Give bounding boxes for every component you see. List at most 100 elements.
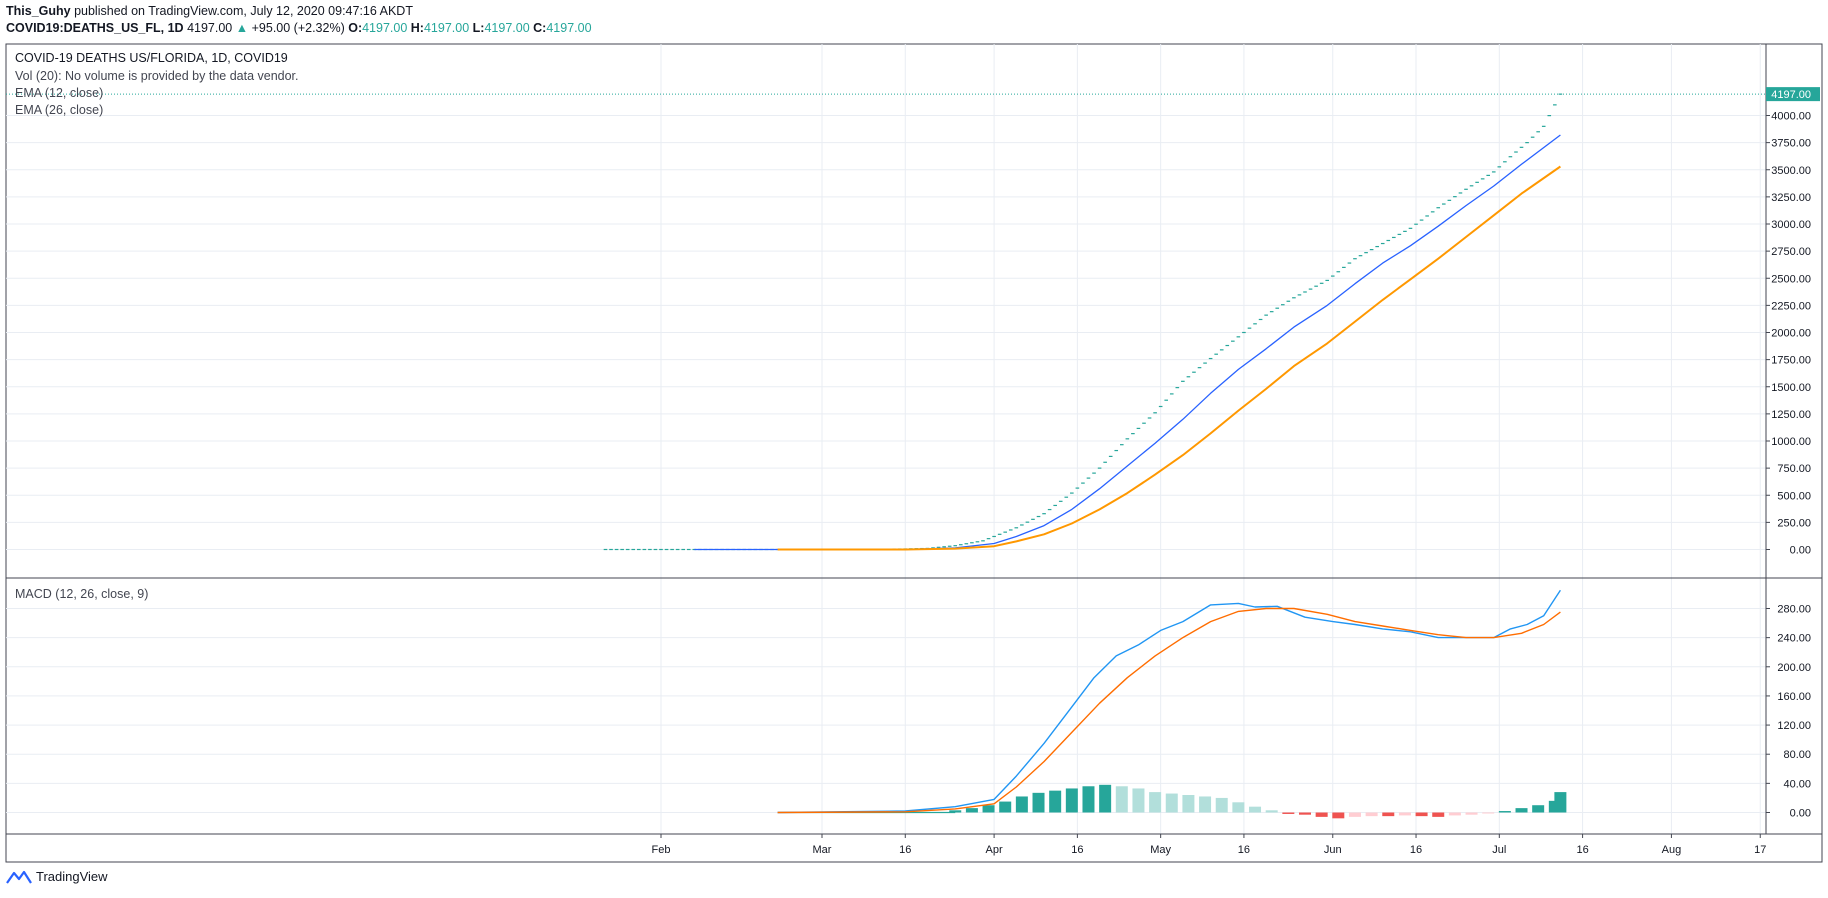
histogram-bar	[1432, 812, 1445, 817]
histogram-bar	[1515, 808, 1528, 813]
price-pane[interactable]	[6, 93, 1766, 551]
time-tick-label: Apr	[986, 844, 1003, 856]
macd-tick-label: 240.00	[1777, 633, 1811, 645]
histogram-bar	[1099, 784, 1112, 813]
ema12-line[interactable]	[694, 134, 1561, 551]
histogram-bar	[1115, 786, 1128, 813]
histogram-bar	[1532, 805, 1545, 813]
macd-tick-label: 160.00	[1777, 691, 1811, 703]
price-axis[interactable]: 0.00 250.00 500.00 750.00 1000.00 1250.00 1500…	[1766, 87, 1820, 557]
price-tick-label: 0.00	[1790, 545, 1811, 557]
chart-frame	[5, 43, 1823, 863]
ema12-legend[interactable]: EMA (12, close)	[15, 86, 104, 100]
time-tick-label: 16	[1576, 844, 1588, 856]
histogram-bar	[1348, 812, 1361, 817]
macd-tick-label: 120.00	[1777, 720, 1811, 732]
price-tick-label: 250.00	[1777, 517, 1811, 529]
close-label: C:	[533, 21, 547, 35]
histogram-bar	[982, 805, 995, 813]
histogram-bar	[1032, 792, 1045, 813]
histogram-bar	[1232, 802, 1245, 813]
time-tick-label: Feb	[652, 844, 671, 856]
low-value: 4197.00	[484, 21, 530, 35]
footer: TradingView	[6, 869, 108, 884]
histogram-bar	[1199, 796, 1212, 813]
time-tick-label: Mar	[813, 844, 832, 856]
symbol-name: COVID19:DEATHS_US_FL, 1D	[6, 21, 184, 35]
ema26-line[interactable]	[777, 165, 1561, 551]
histogram-bar	[949, 810, 962, 813]
histogram-bar	[1132, 788, 1145, 813]
histogram-bar	[1082, 786, 1095, 813]
macd-legend[interactable]: MACD (12, 26, close, 9)	[15, 587, 149, 601]
brand-name[interactable]: TradingView	[36, 869, 108, 884]
low-label: L:	[472, 21, 485, 35]
time-tick-label: 16	[1410, 844, 1422, 856]
macd-tick-label: 80.00	[1783, 749, 1811, 761]
high-label: H:	[410, 21, 424, 35]
tradingview-logo-icon	[6, 870, 32, 884]
macd-axis[interactable]: 0.00 40.00 80.00 120.00 160.00 200.00 240.00 28…	[1766, 604, 1811, 820]
price-tick-label: 3000.00	[1771, 219, 1811, 231]
price-tick-label: 1500.00	[1771, 382, 1811, 394]
time-tick-label: Jun	[1324, 844, 1342, 856]
time-tick-label: 17	[1754, 844, 1766, 856]
grid-lines	[6, 44, 1766, 834]
last-price-badge	[1766, 87, 1820, 102]
price-tick-label: 500.00	[1777, 490, 1811, 502]
ohlc-header: COVID19:DEATHS_US_FL, 1D 4197.00 ▲ +95.0…	[6, 21, 592, 35]
open-value: 4197.00	[362, 21, 408, 35]
histogram-bar	[1315, 812, 1328, 817]
histogram-bar	[1415, 812, 1428, 817]
macd-tick-label: 0.00	[1790, 808, 1811, 820]
time-tick-label: 16	[1238, 844, 1250, 856]
histogram-bar	[1448, 812, 1461, 816]
histogram-bar	[1382, 812, 1395, 817]
price-tick-label: 2000.00	[1771, 328, 1811, 340]
ema26-legend[interactable]: EMA (26, close)	[15, 103, 104, 117]
histogram-bar	[1282, 812, 1295, 814]
price-tick-label: 750.00	[1777, 463, 1811, 475]
signal-line[interactable]	[777, 607, 1561, 814]
histogram-bar	[999, 801, 1012, 813]
histogram-bar	[1398, 812, 1411, 816]
histogram-bar	[1182, 795, 1195, 813]
histogram-bar	[1299, 812, 1311, 815]
chart-title: COVID-19 DEATHS US/FLORIDA, 1D, COVID19	[15, 51, 288, 65]
histogram-bar	[1165, 793, 1178, 813]
open-label: O:	[348, 21, 363, 35]
time-axis[interactable]: Feb Mar 16 Apr 16 May 16 Jun 16 Jul 16 Aug 17	[652, 834, 1767, 856]
histogram-bar	[1482, 812, 1495, 814]
volume-legend[interactable]: Vol (20): No volume is provided by the d…	[15, 69, 299, 83]
time-tick-label: May	[1150, 844, 1171, 856]
histogram-bar	[1049, 790, 1062, 813]
macd-line[interactable]	[777, 589, 1561, 814]
macd-pane[interactable]	[777, 589, 1567, 819]
histogram-bar	[1265, 810, 1278, 813]
histogram-bar	[1015, 796, 1028, 813]
price-tick-label: 2500.00	[1771, 273, 1811, 285]
histogram-bar	[1498, 811, 1511, 813]
price-tick-label: 3500.00	[1771, 165, 1811, 177]
price-tick-label: 3250.00	[1771, 192, 1811, 204]
last-price-label: 4197.00	[1771, 89, 1811, 101]
price-tick-label: 4000.00	[1771, 111, 1811, 123]
time-tick-label: 16	[899, 844, 911, 856]
histogram-bar	[1249, 806, 1262, 813]
time-tick-label: Jul	[1492, 844, 1506, 856]
published-text: published on TradingView.com, July 12, 2…	[74, 4, 413, 18]
histogram-bar	[1065, 788, 1078, 813]
time-tick-label: 16	[1071, 844, 1083, 856]
macd-tick-label: 40.00	[1783, 778, 1811, 790]
histogram-bar	[1554, 792, 1567, 813]
last-price: 4197.00	[187, 21, 233, 35]
histogram-bar	[1215, 797, 1228, 813]
histogram-bar	[1365, 812, 1378, 817]
close-value: 4197.00	[546, 21, 592, 35]
histogram-bar	[1332, 812, 1345, 819]
price-change: +95.00 (+2.32%)	[251, 21, 345, 35]
author-name[interactable]: This_Guhy	[6, 4, 71, 18]
price-tick-label: 3750.00	[1771, 138, 1811, 150]
time-tick-label: Aug	[1662, 844, 1682, 856]
